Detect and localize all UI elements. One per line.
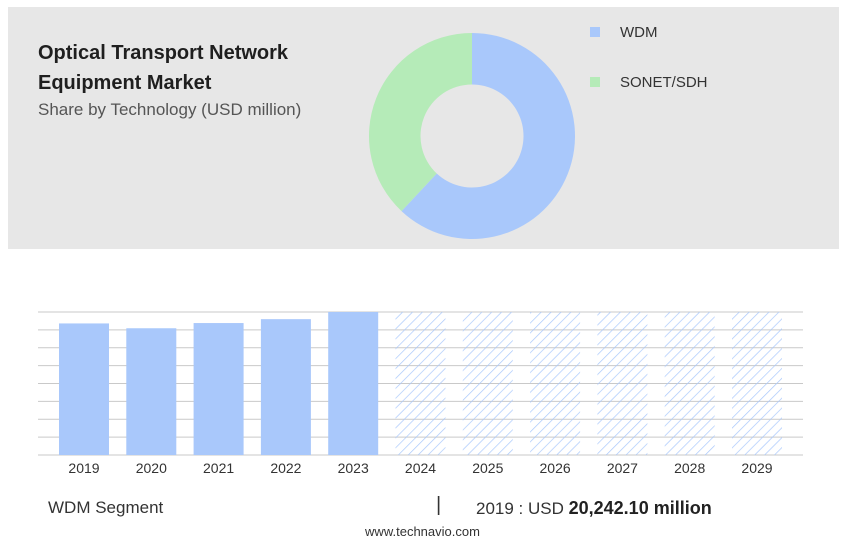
bar-2028 [664, 312, 715, 455]
segment-year-prefix: 2019 : USD [476, 499, 564, 518]
bar-2029 [732, 312, 782, 455]
source-link[interactable]: www.technavio.com [365, 524, 480, 539]
segment-value-amount: 20,242.10 million [568, 498, 712, 518]
legend-item-wdm: WDM [590, 20, 708, 44]
x-tick-label-2024: 2024 [405, 460, 436, 476]
bar-2020 [126, 328, 177, 455]
legend-swatch-sonet-sdh [590, 77, 600, 87]
x-tick-label-2023: 2023 [338, 460, 369, 476]
bar-2026 [530, 312, 581, 455]
x-tick-label-2020: 2020 [136, 460, 167, 476]
bar-2024 [395, 312, 446, 455]
bar-2019 [59, 323, 109, 455]
legend-swatch-wdm [590, 27, 600, 37]
chart-subtitle: Share by Technology (USD million) [38, 100, 302, 119]
segment-label: WDM Segment [48, 498, 164, 517]
x-tick-label-2029: 2029 [741, 460, 772, 476]
legend: WDM SONET/SDH [590, 20, 708, 120]
donut-slice-wdm [401, 33, 575, 240]
bar-2021 [193, 323, 244, 455]
x-tick-label-2027: 2027 [607, 460, 638, 476]
x-tick-label-2021: 2021 [203, 460, 234, 476]
bar-2023 [328, 312, 379, 455]
legend-label-sonet-sdh: SONET/SDH [620, 73, 708, 91]
bar-chart: 2019 2020 2021 2022 2023 2024 2025 2026 2027 2028… [38, 311, 803, 476]
legend-item-sonet-sdh: SONET/SDH [590, 70, 708, 94]
x-tick-label-2022: 2022 [270, 460, 301, 476]
footer-separator: | [436, 494, 442, 516]
segment-value: 2019 : USD 20,242.10 million [476, 498, 712, 519]
bar-2025 [462, 312, 513, 455]
bar-2027 [597, 312, 648, 455]
chart-title: Optical Transport Network Equipment Mark… [38, 42, 289, 94]
x-tick-label-2028: 2028 [674, 460, 705, 476]
bar-2022 [260, 319, 311, 455]
donut-chart [369, 33, 575, 240]
legend-label-wdm: WDM [620, 23, 658, 41]
donut-slice-sonet-sdh [369, 33, 472, 212]
x-tick-label-2019: 2019 [68, 460, 99, 476]
x-tick-label-2026: 2026 [540, 460, 571, 476]
x-tick-label-2025: 2025 [472, 460, 503, 476]
